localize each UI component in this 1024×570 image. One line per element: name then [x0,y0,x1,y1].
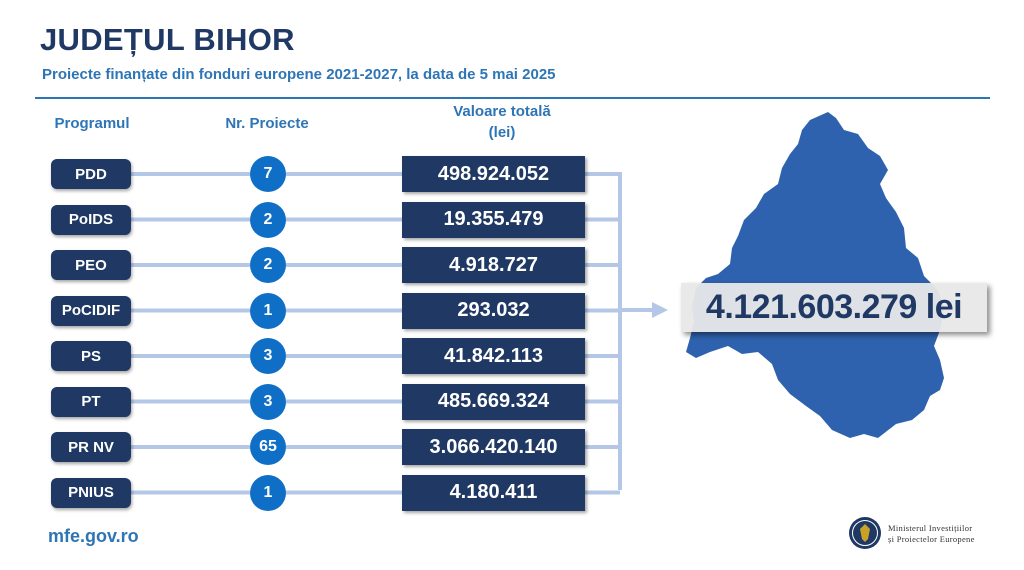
ministry-name: Ministerul Investițiilor și Proiectelor … [888,523,998,545]
header-value: Valoare totală (lei) [414,101,590,143]
project-count-badge: 2 [250,201,286,238]
program-label: PR NV [51,432,131,462]
program-value: 498.924.052 [402,156,585,192]
ministry-line1: Ministerul Investițiilor [888,523,973,533]
header-value-line2: (lei) [488,124,516,141]
table-row: PoCIDIF 1 293.032 [0,292,1024,329]
table-row: PR NV 65 3.066.420.140 [0,429,1024,465]
page-subtitle: Proiecte finanțate din fonduri europene … [42,66,556,83]
header-divider [35,97,990,99]
program-label: PEO [51,250,131,280]
total-value-box: 4.121.603.279 lei [681,283,987,332]
project-count-badge: 7 [250,156,286,192]
program-value: 41.842.113 [402,338,585,374]
table-row: PT 3 485.669.324 [0,383,1024,420]
program-value: 485.669.324 [402,383,585,420]
program-label: PNIUS [51,477,131,508]
table-row: PEO 2 4.918.727 [0,247,1024,283]
header-projects: Nr. Proiecte [225,115,309,132]
ministry-emblem-icon [849,517,881,549]
page-title: JUDEȚUL BIHOR [40,22,295,57]
project-count-badge: 3 [250,383,286,420]
table-row: PoIDS 2 19.355.479 [0,201,1024,238]
program-label: PDD [51,159,131,189]
table-row: PDD 7 498.924.052 [0,156,1024,192]
program-value: 293.032 [402,292,585,329]
project-count-badge: 3 [250,338,286,374]
bihor-county-map [686,112,944,438]
project-count-badge: 1 [250,474,286,511]
program-label: PoCIDIF [51,295,131,326]
header-value-line1: Valoare totală [453,103,551,120]
program-value: 4.918.727 [402,247,585,283]
program-label: PT [51,386,131,417]
project-count-badge: 2 [250,247,286,283]
program-value: 4.180.411 [402,474,585,511]
table-row: PNIUS 1 4.180.411 [0,474,1024,511]
project-count-badge: 1 [250,292,286,329]
program-label: PS [51,341,131,371]
website-link[interactable]: mfe.gov.ro [48,526,139,546]
header-program: Programul [54,115,130,132]
program-value: 19.355.479 [402,201,585,238]
ministry-line2: și Proiectelor Europene [888,534,975,544]
program-value: 3.066.420.140 [402,429,585,465]
project-count-badge: 65 [250,429,286,465]
table-row: PS 3 41.842.113 [0,338,1024,374]
program-label: PoIDS [51,204,131,235]
